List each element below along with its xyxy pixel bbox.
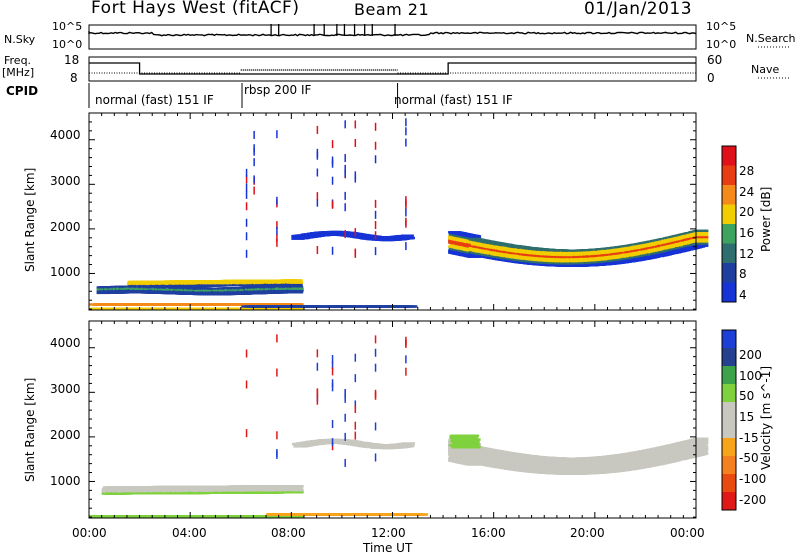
frequency-line	[89, 63, 696, 74]
echo-cell	[468, 235, 481, 237]
echo-cell	[402, 237, 415, 239]
echo-cell	[291, 288, 304, 290]
echo-cell	[290, 281, 303, 283]
nsky-strip-frame	[89, 25, 696, 49]
echo-cell	[290, 284, 303, 286]
echo-cell	[290, 279, 303, 281]
nsky-line	[89, 31, 696, 36]
echo-cell	[401, 235, 414, 237]
freq-strip-frame	[89, 57, 696, 81]
